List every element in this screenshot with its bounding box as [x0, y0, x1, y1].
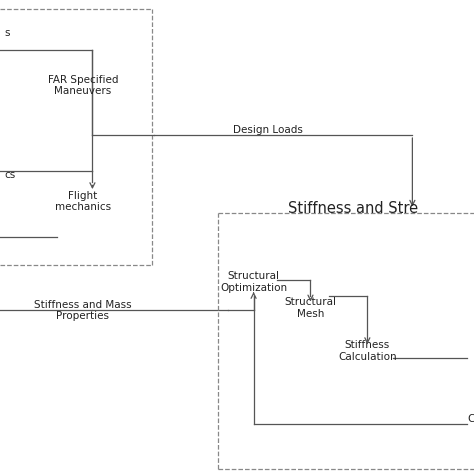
Text: C: C — [467, 414, 474, 425]
Text: Structural
Mesh: Structural Mesh — [284, 297, 337, 319]
Text: cs: cs — [5, 170, 16, 181]
Text: Design Loads: Design Loads — [233, 125, 303, 135]
Text: Structural
Optimization: Structural Optimization — [220, 271, 287, 293]
Text: s: s — [5, 28, 10, 38]
Text: Stiffness and Mass
Properties: Stiffness and Mass Properties — [34, 300, 132, 321]
Text: Stiffness
Calculation: Stiffness Calculation — [338, 340, 397, 362]
Text: Stiffness and Stre: Stiffness and Stre — [288, 201, 418, 216]
Text: FAR Specified
Maneuvers: FAR Specified Maneuvers — [48, 74, 118, 96]
Text: Flight
mechanics: Flight mechanics — [55, 191, 111, 212]
